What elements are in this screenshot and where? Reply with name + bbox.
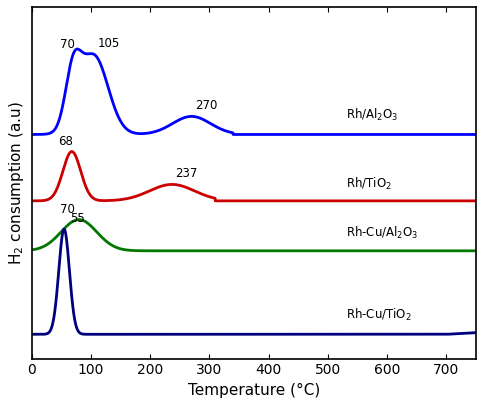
Text: Rh/Al$_2$O$_3$: Rh/Al$_2$O$_3$ (346, 107, 398, 123)
Text: 105: 105 (98, 37, 120, 50)
Text: Rh-Cu/TiO$_2$: Rh-Cu/TiO$_2$ (346, 307, 412, 324)
Text: Rh-Cu/Al$_2$O$_3$: Rh-Cu/Al$_2$O$_3$ (346, 225, 418, 241)
Text: 70: 70 (59, 203, 74, 216)
Text: 55: 55 (71, 212, 85, 225)
Y-axis label: H$_2$ consumption (a.u): H$_2$ consumption (a.u) (7, 101, 26, 264)
Text: 270: 270 (195, 100, 217, 113)
X-axis label: Temperature (°C): Temperature (°C) (188, 383, 320, 398)
Text: 237: 237 (175, 168, 198, 181)
Text: 68: 68 (58, 134, 73, 147)
Text: Rh/TiO$_2$: Rh/TiO$_2$ (346, 175, 392, 192)
Text: 70: 70 (59, 38, 74, 51)
